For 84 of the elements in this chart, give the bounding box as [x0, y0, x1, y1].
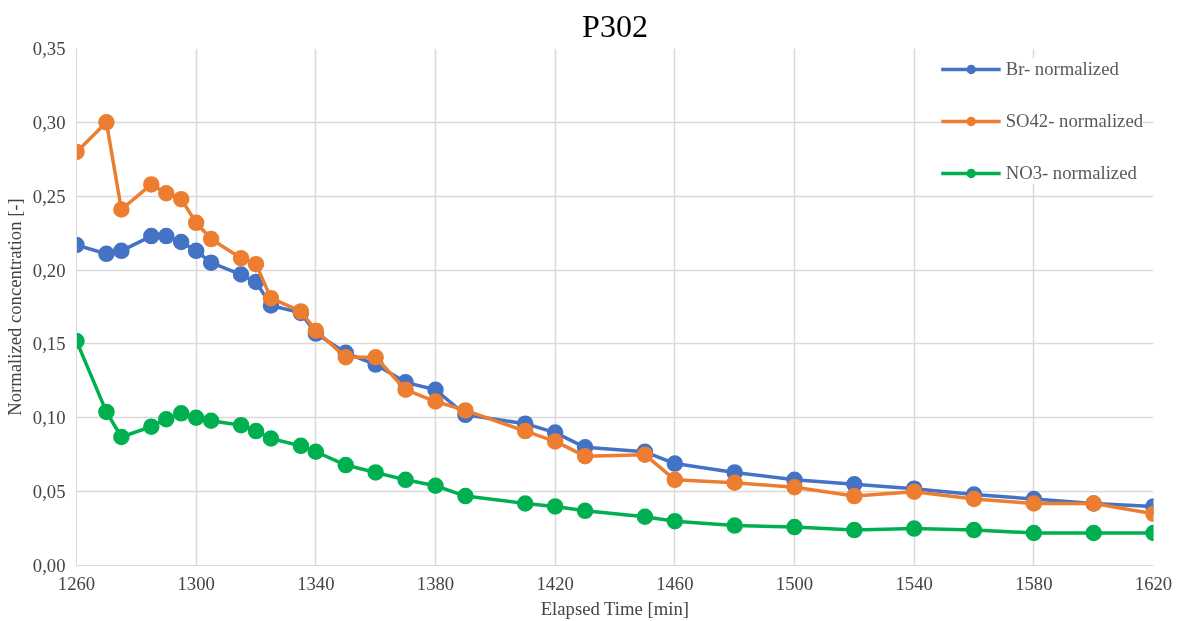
- point: [636, 508, 654, 525]
- point: [457, 402, 474, 419]
- y-tick-label: 0,25: [32, 185, 66, 207]
- point: [262, 289, 280, 307]
- point: [546, 498, 564, 515]
- point: [367, 464, 384, 481]
- point: [846, 487, 863, 505]
- point: [98, 245, 115, 263]
- point: [786, 518, 803, 536]
- point: [143, 227, 160, 245]
- x-tick-label: 1580: [1015, 572, 1053, 594]
- point: [172, 233, 190, 251]
- point: [1025, 495, 1043, 512]
- point: [158, 227, 175, 245]
- x-tick-label: 1340: [297, 572, 335, 594]
- y-axis-title: Normalized concentration [-]: [3, 198, 25, 416]
- legend-label: NO3- normalized: [1005, 162, 1137, 184]
- point: [337, 348, 354, 366]
- point: [666, 471, 684, 489]
- point: [427, 477, 444, 494]
- point: [427, 393, 444, 410]
- y-tick-label: 0,30: [32, 111, 66, 133]
- point: [172, 190, 190, 208]
- point: [546, 433, 564, 450]
- point: [517, 495, 534, 512]
- point: [98, 114, 115, 131]
- point: [457, 487, 474, 505]
- point: [187, 214, 205, 232]
- point: [143, 418, 160, 435]
- point: [337, 456, 354, 474]
- point: [576, 447, 594, 465]
- x-tick-label: 1540: [895, 572, 933, 594]
- point: [666, 455, 684, 472]
- point: [202, 230, 220, 248]
- point: [247, 255, 265, 273]
- y-tick-label: 0,05: [32, 481, 66, 503]
- point: [232, 266, 250, 283]
- chart-title: P302: [582, 7, 648, 44]
- point: [232, 416, 250, 434]
- point: [367, 348, 384, 366]
- point: [666, 512, 684, 530]
- point: [846, 521, 863, 539]
- point: [397, 471, 414, 489]
- x-axis-title: Elapsed Time [min]: [540, 597, 689, 619]
- legend-label: SO42- normalized: [1005, 110, 1143, 132]
- x-tick-label: 1500: [775, 572, 814, 594]
- point: [232, 250, 250, 267]
- point: [965, 521, 983, 539]
- point: [113, 201, 130, 218]
- x-tick-label: 1620: [1134, 572, 1173, 594]
- point: [726, 474, 743, 492]
- point: [113, 242, 130, 260]
- point: [98, 403, 115, 421]
- point: [202, 254, 220, 271]
- y-tick-label: 0,10: [32, 407, 66, 429]
- x-tick-label: 1460: [656, 572, 694, 594]
- point: [143, 176, 160, 193]
- x-tick-label: 1300: [177, 572, 215, 594]
- point: [905, 520, 923, 537]
- y-tick-label: 0,20: [32, 259, 66, 281]
- point: [307, 443, 325, 460]
- point: [576, 502, 594, 520]
- point: [726, 517, 743, 534]
- point: [1085, 524, 1102, 542]
- point: [965, 490, 983, 508]
- x-tick-label: 1420: [536, 572, 574, 594]
- y-tick-label: 0,35: [32, 38, 66, 59]
- point: [202, 412, 220, 429]
- point: [247, 422, 265, 440]
- point: [517, 422, 534, 440]
- point: [187, 409, 205, 427]
- point: [1025, 524, 1043, 542]
- point: [113, 428, 130, 446]
- point: [397, 381, 414, 398]
- point: [786, 478, 803, 496]
- point: [262, 430, 280, 447]
- legend-label: Br- normalized: [1005, 58, 1119, 80]
- point: [187, 242, 205, 260]
- x-tick-label: 1380: [416, 572, 455, 594]
- point: [158, 411, 175, 428]
- point: [158, 185, 175, 202]
- y-tick-label: 0,15: [32, 333, 66, 355]
- point: [172, 405, 190, 422]
- point: [292, 437, 310, 455]
